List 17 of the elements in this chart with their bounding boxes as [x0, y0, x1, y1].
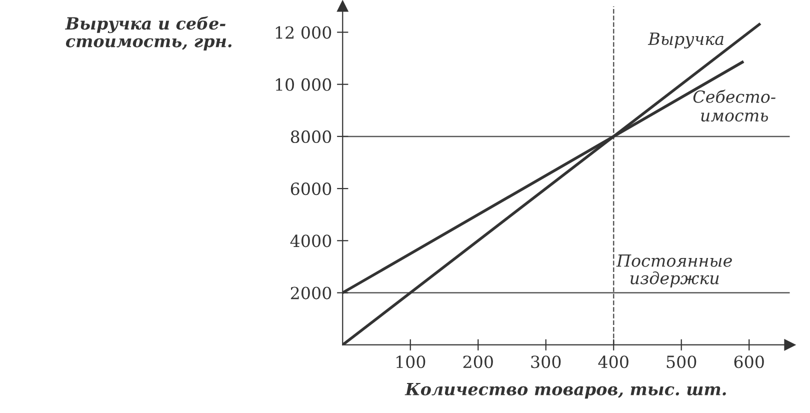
x-tick-label: 600	[734, 356, 764, 368]
annotation: Постоянные издержки	[616, 254, 732, 288]
series-label: Себесто- имость	[693, 90, 776, 122]
x-tick-label: 200	[463, 356, 493, 368]
y-tick-label: 8000	[290, 130, 332, 144]
x-tick-label: 300	[531, 356, 561, 368]
y-tick-label: 12 000	[276, 26, 332, 39]
y-tick-label: 6000	[290, 182, 332, 196]
y-tick-label: 4000	[290, 234, 332, 248]
x-axis-title: Количество товаров, тыс. шт.	[404, 383, 726, 399]
x-tick-label: 400	[598, 356, 628, 368]
x-tick-label: 100	[396, 356, 426, 368]
y-tick-label: 2000	[290, 286, 332, 300]
y-tick-label: 10 000	[276, 78, 332, 91]
x-tick-label: 500	[666, 356, 696, 368]
y-axis-title: Выручка и себе- стоимость, грн.	[65, 16, 232, 51]
series-label: Выручка	[648, 32, 724, 49]
